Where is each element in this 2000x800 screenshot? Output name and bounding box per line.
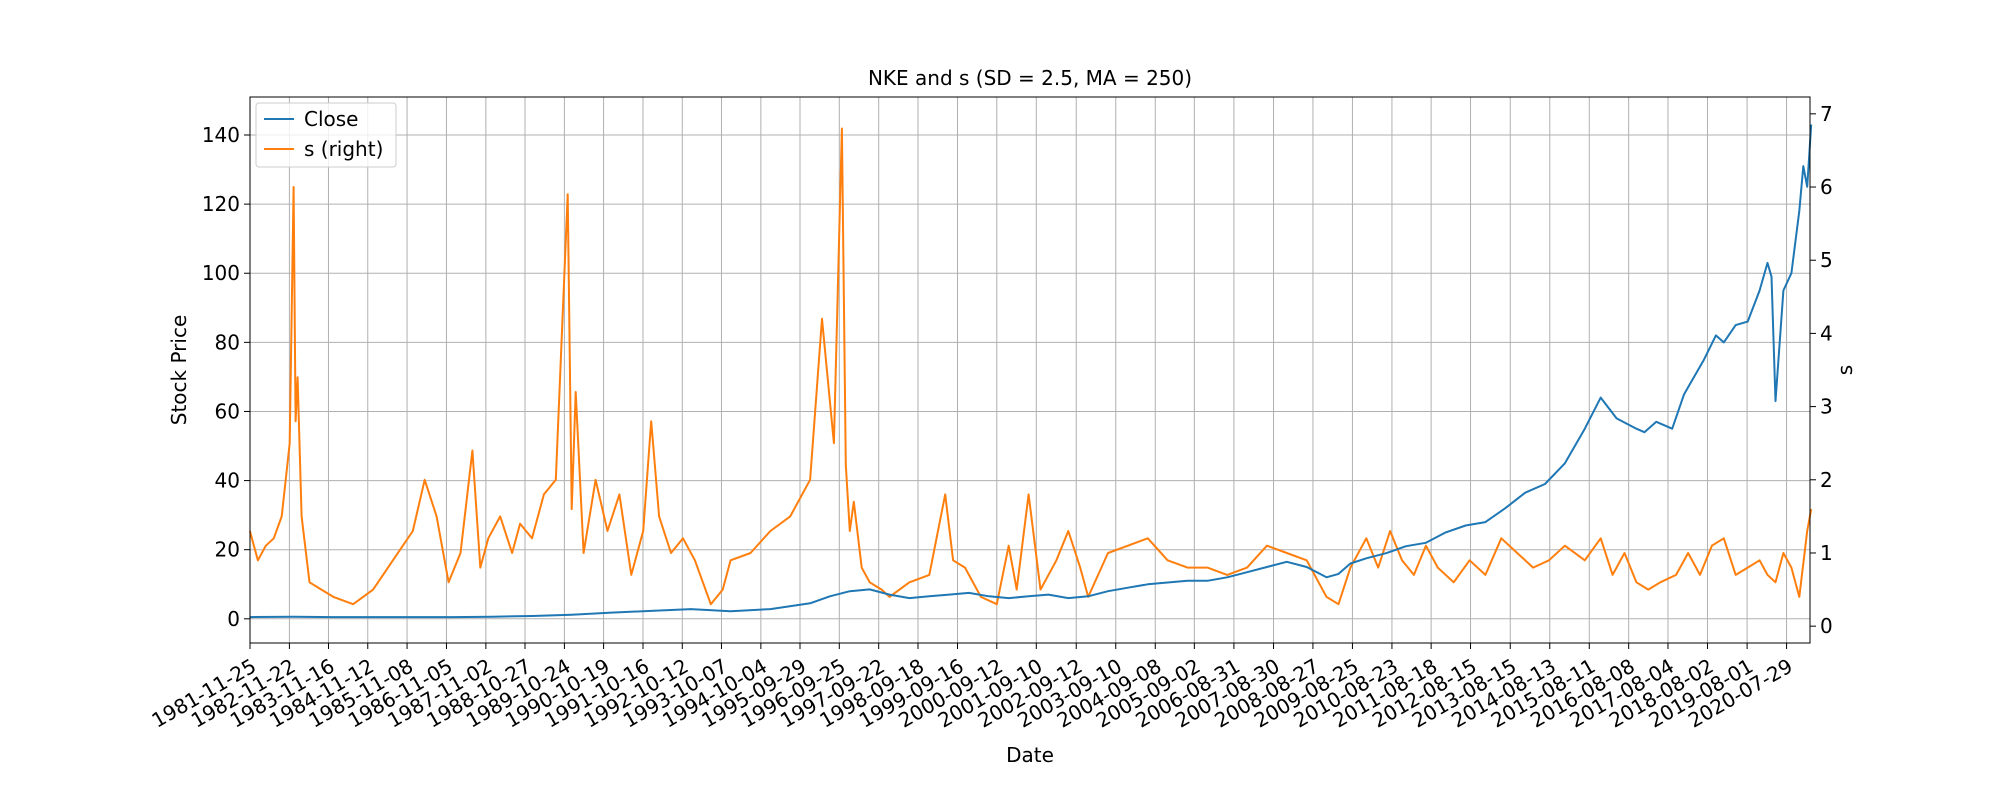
y2-axis-label: s (1833, 365, 1857, 375)
legend-label-s-right: s (right) (304, 137, 383, 161)
series-line-close (249, 124, 1813, 619)
y-tick-label: 60 (215, 399, 240, 423)
y2-axis-ticks: 0 1 2 3 4 5 6 7 (1810, 102, 1833, 638)
y2-tick-label: 6 (1820, 175, 1833, 199)
y2-tick-label: 0 (1820, 614, 1833, 638)
y2-tick-label: 4 (1820, 321, 1833, 345)
y-tick-label: 0 (227, 607, 240, 631)
y-tick-label: 80 (215, 330, 240, 354)
series-layer (248, 124, 1813, 619)
y-tick-label: 20 (215, 538, 240, 562)
chart-title: NKE and s (SD = 2.5, MA = 250) (868, 66, 1192, 90)
y-axis-ticks: 0 20 40 60 80 100 120 140 (202, 123, 250, 631)
y-tick-label: 40 (215, 469, 240, 493)
x-axis-label: Date (1006, 743, 1054, 767)
y2-tick-label: 2 (1820, 468, 1833, 492)
y-axis-label: Stock Price (167, 315, 191, 426)
y2-tick-label: 1 (1820, 541, 1833, 565)
x-axis-ticks: 1981-11-251982-11-221983-11-161984-11-12… (147, 643, 1797, 733)
plot-frame (249, 96, 1811, 644)
y-tick-label: 140 (202, 123, 240, 147)
y2-tick-label: 3 (1820, 395, 1833, 419)
y-tick-label: 100 (202, 261, 240, 285)
series-line-s-right (248, 127, 1813, 606)
y-tick-label: 120 (202, 192, 240, 216)
legend: Close s (right) (255, 102, 397, 168)
legend-label-close: Close (304, 107, 358, 131)
grid-lines (249, 97, 1810, 643)
y2-tick-label: 7 (1820, 102, 1833, 126)
y2-tick-label: 5 (1820, 248, 1833, 272)
